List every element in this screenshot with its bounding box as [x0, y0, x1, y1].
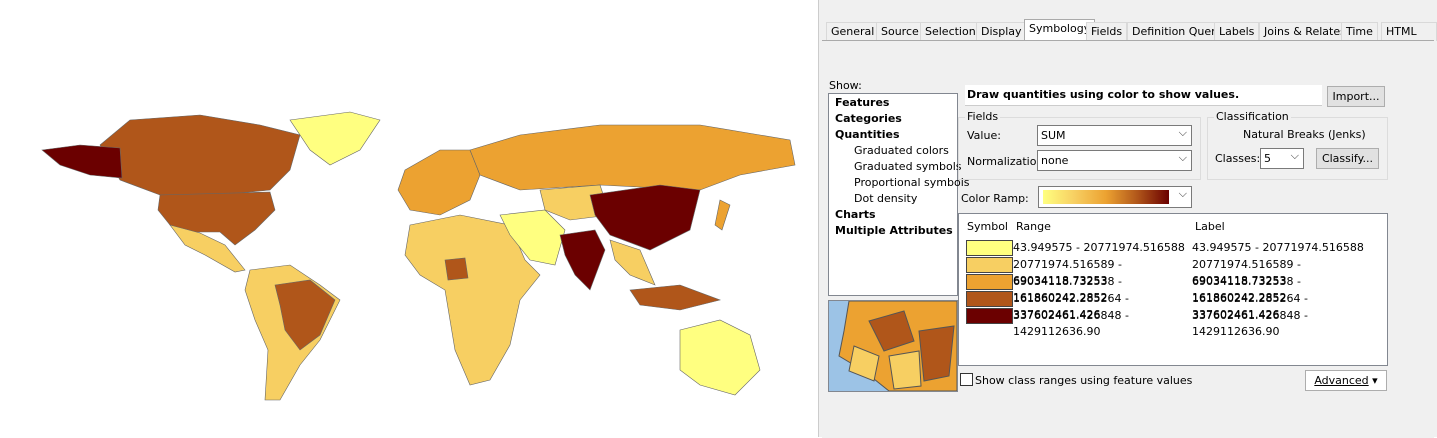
- country: [444, 257, 469, 281]
- range: 69034118.732538 - 161860242.2852: [1013, 275, 1122, 304]
- label: 43.949575 - 20771974.516588: [1192, 241, 1364, 254]
- range: 337602461.426848 - 1429112636.90: [1013, 309, 1129, 338]
- symbology-preview: [828, 300, 958, 392]
- classes-label: Classes:: [1215, 152, 1261, 165]
- class-row[interactable]: 43.949575 - 20771974.516588 43.949575 - 2…: [966, 240, 1386, 256]
- value-select[interactable]: SUM: [1037, 123, 1192, 146]
- tab[interactable]: Symbology: [1024, 19, 1096, 42]
- country: [559, 229, 606, 291]
- class-row[interactable]: 337602461.426848 - 1429112636.90 33760246…: [966, 308, 1386, 338]
- checkbox-label: Show class ranges using feature values: [975, 374, 1193, 387]
- checkbox[interactable]: [960, 373, 973, 386]
- show-item[interactable]: Proportional symbols: [854, 176, 970, 189]
- show-item[interactable]: Charts: [835, 208, 876, 221]
- country: [274, 279, 336, 351]
- tab[interactable]: General: [826, 22, 880, 41]
- country: [289, 111, 381, 166]
- country: [589, 184, 701, 251]
- symbol-swatch: [966, 240, 1013, 256]
- class-row[interactable]: 20771974.516589 - 69034118.73253 20771974…: [966, 257, 1386, 287]
- value-label: Value:: [967, 129, 1001, 142]
- classes-select[interactable]: 5: [1260, 146, 1304, 169]
- country: [539, 184, 611, 221]
- symbol-swatch: [966, 308, 1013, 324]
- classification-title: Classification: [1214, 110, 1291, 123]
- color-ramp: [1043, 190, 1169, 204]
- label: 161860242.285264 - 337602461.426: [1192, 292, 1308, 321]
- class-row[interactable]: 69034118.732538 - 161860242.2852 69034118…: [966, 274, 1386, 304]
- label: 69034118.732538 - 161860242.2852: [1192, 275, 1301, 304]
- range: 43.949575 - 20771974.516588: [1013, 241, 1185, 254]
- tab[interactable]: Time: [1341, 22, 1378, 41]
- color-ramp-label: Color Ramp:: [961, 192, 1029, 205]
- tab[interactable]: Fields: [1086, 22, 1128, 41]
- show-item[interactable]: Graduated colors: [854, 144, 949, 157]
- column-header: Symbol: [967, 220, 1008, 233]
- description: Draw quantities using color to show valu…: [965, 85, 1322, 106]
- country: [609, 239, 656, 286]
- normalization-select[interactable]: none: [1037, 148, 1192, 171]
- country: [157, 191, 276, 246]
- fields-group: Fields: [958, 110, 1201, 180]
- class-row[interactable]: 161860242.285264 - 337602461.426 16186024…: [966, 291, 1386, 321]
- tab[interactable]: Definition Query: [1127, 22, 1228, 41]
- show-item[interactable]: Categories: [835, 112, 902, 125]
- show-list: [828, 93, 958, 296]
- symbol-swatch: [966, 257, 1013, 273]
- column-header: Label: [1195, 220, 1225, 233]
- column-header: Range: [1016, 220, 1051, 233]
- country: [99, 114, 301, 196]
- classification-method: Natural Breaks (Jenks): [1243, 128, 1366, 141]
- label: 337602461.426848 - 1429112636.90: [1192, 309, 1308, 338]
- show-item[interactable]: Multiple Attributes: [835, 224, 953, 237]
- show-item[interactable]: Features: [835, 96, 890, 109]
- country: [397, 149, 481, 216]
- country: [714, 199, 731, 231]
- tab[interactable]: Source: [876, 22, 924, 41]
- show-item[interactable]: Quantities: [835, 128, 900, 141]
- map: [41, 111, 796, 401]
- show-label: Show:: [829, 79, 862, 92]
- advanced-label: Advanced: [1314, 374, 1369, 387]
- show-item[interactable]: Dot density: [854, 192, 918, 205]
- show-item[interactable]: Graduated symbols: [854, 160, 962, 173]
- tab[interactable]: Selection: [920, 22, 981, 41]
- import-button[interactable]: Import...: [1327, 86, 1385, 107]
- label: 20771974.516589 - 69034118.73253: [1192, 258, 1301, 287]
- symbol-swatch: [966, 291, 1013, 307]
- country: [41, 144, 123, 179]
- country: [469, 124, 796, 191]
- country: [679, 319, 761, 396]
- range: 161860242.285264 - 337602461.426: [1013, 292, 1129, 321]
- range: 20771974.516589 - 69034118.73253: [1013, 258, 1122, 287]
- fields-title: Fields: [965, 110, 1001, 123]
- tab[interactable]: HTML Pop: [1381, 22, 1437, 56]
- advanced-button[interactable]: Advanced ▾: [1305, 370, 1387, 391]
- normalization-label: Normalization:: [967, 155, 1048, 168]
- color-ramp-select[interactable]: [1038, 184, 1192, 208]
- classify-button[interactable]: Classify...: [1316, 148, 1379, 169]
- class-table: [958, 213, 1388, 366]
- classification-group: Classification: [1207, 110, 1388, 180]
- tab[interactable]: Joins & Relates: [1259, 22, 1351, 41]
- tab[interactable]: Labels: [1214, 22, 1260, 41]
- symbol-swatch: [966, 274, 1013, 290]
- tab[interactable]: Display: [976, 22, 1027, 41]
- country: [169, 224, 246, 273]
- country: [629, 284, 722, 311]
